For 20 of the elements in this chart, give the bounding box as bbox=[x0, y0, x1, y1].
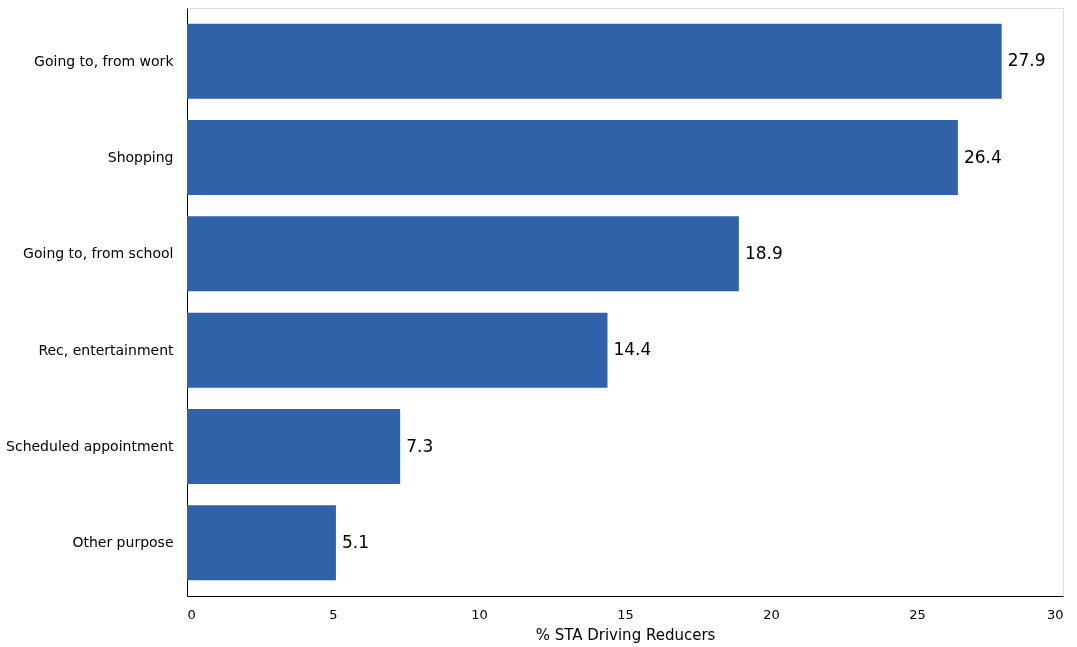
x-tick-label: 30 bbox=[1046, 606, 1064, 622]
y-tick-label: Scheduled appointment bbox=[6, 438, 175, 454]
y-tick-label: Rec, entertainment bbox=[38, 341, 174, 358]
x-axis-title: % STA Driving Reducers bbox=[535, 625, 716, 644]
y-tick-label: Shopping bbox=[107, 149, 174, 165]
x-tick-label: 20 bbox=[763, 606, 780, 622]
x-tick-label: 10 bbox=[471, 606, 488, 622]
data-label: 27.9 bbox=[1007, 50, 1046, 71]
y-tick-label: Going to, from school bbox=[23, 245, 174, 262]
x-tick-label: 25 bbox=[909, 606, 926, 622]
data-label: 14.4 bbox=[613, 339, 652, 360]
x-tick-label: 5 bbox=[329, 606, 338, 622]
x-tick-label: 0 bbox=[187, 606, 196, 622]
y-tick-label: Other purpose bbox=[72, 534, 174, 551]
data-label: 18.9 bbox=[744, 242, 783, 263]
data-label: 5.1 bbox=[341, 531, 369, 552]
y-tick-label: Going to, from work bbox=[34, 52, 175, 69]
x-tick-label: 15 bbox=[617, 606, 634, 622]
data-label: 26.4 bbox=[963, 146, 1002, 167]
data-label: 7.3 bbox=[406, 435, 434, 456]
